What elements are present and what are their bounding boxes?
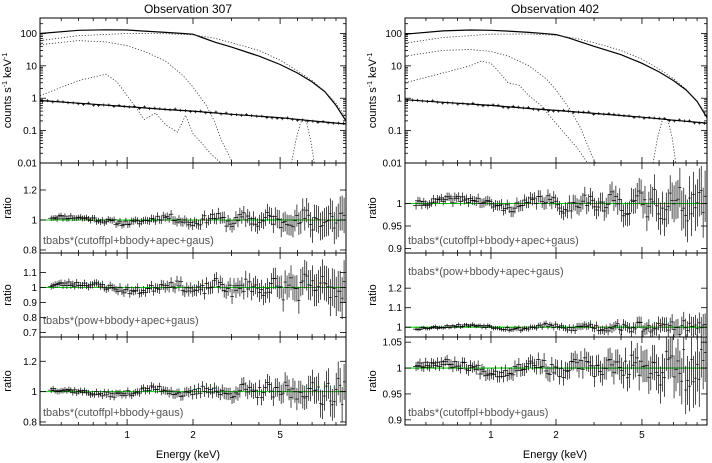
x-tick-label: 2 [553,430,559,441]
y-tick-label: 0.01 [18,159,38,170]
y-tick-label: 1 [31,94,37,105]
y-tick-label: 1 [31,283,37,294]
panel-frame [39,17,347,164]
data-layer [40,29,346,163]
y-tick-label: 1 [396,364,402,375]
y-axis-label: counts s-1 keV-1 [2,53,14,129]
x-tick-label: 2 [190,430,196,441]
ratio-panel: tbabs*(cutoffpl+bbody+gaus) ratio 0.9 0.95 1… [367,336,708,426]
model-label: tbabs*(cutoffpl+bbody+gaus) [408,407,548,419]
y-tick-label: 1.1 [23,268,37,279]
series-apec [40,73,222,163]
series-bbody [40,40,232,161]
data-layer [405,311,707,337]
x-axis-label: Energy (keV) [156,449,220,461]
y-tick-label: 1 [396,94,402,105]
y-axis-label: ratio [2,284,14,305]
model-label: tbabs*(cutoffpl+bbody+apec+gaus) [408,235,579,247]
series-total [40,29,346,122]
ratio-panel: tbabs*(cutoffpl+bbody+gaus) ratio 0.8 1 1.2 [2,336,347,428]
spectrum-panel: counts s-1 keV-1 0.01 0.1 1 10 100 [2,17,347,170]
y-tick-label: 0.1 [23,126,37,137]
data-layer [40,195,346,245]
model-label: tbabs*(cutoffpl+bbody+apec+gaus) [43,235,214,247]
y-tick-label: 0.95 [383,389,403,400]
y-axis-label: ratio [367,284,379,305]
model-label: tbabs*(pow+bbody+apec+gaus) [43,315,199,327]
y-tick-label: 10 [26,61,38,72]
y-tick-label: 0.7 [23,328,37,339]
ratio-panel: tbabs*(pow+bbody+apec+gaus) ratio 1 1.1 1.2 [367,252,708,338]
series-cutoffpl [405,33,707,116]
y-tick-label: 0.9 [388,415,402,426]
x-tick-label: 5 [639,430,645,441]
series-background [405,99,707,124]
series-apec [405,60,588,163]
data-layer [40,259,346,320]
data-layer [405,29,707,163]
chart-title: Observation 402 [511,2,599,16]
series-background [40,99,346,125]
series-total [405,29,707,119]
series-gaus [652,117,677,163]
y-axis-label: ratio [2,197,14,218]
panel-frame [404,17,708,164]
ratio-panel: tbabs*(cutoffpl+bbody+apec+gaus) ratio 0.9… [367,162,708,255]
y-tick-label: 1.2 [388,284,402,295]
series-gaus [291,118,315,163]
data-layer [405,337,707,415]
y-axis-label: ratio [2,370,14,391]
y-axis-label: ratio [367,197,379,218]
chart-observation-307: Observation 307 Energy (keV) counts s-1 … [2,2,347,461]
y-tick-label: 0.01 [383,159,403,170]
y-tick-label: 1.1 [388,303,402,314]
spectrum-panel: counts s-1 keV-1 0.01 0.1 1 10 100 [367,17,708,170]
y-tick-label: 1.2 [23,357,37,368]
y-axis-label: counts s-1 keV-1 [367,53,379,129]
data-layer [405,165,707,243]
x-tick-label: 5 [277,430,283,441]
y-tick-label: 0.9 [388,244,402,255]
series-cutoffpl [40,33,346,118]
x-tick-label: 1 [124,430,130,441]
y-tick-label: 100 [20,29,37,40]
y-tick-label: 1.2 [23,186,37,197]
chart-observation-402: Observation 402 Energy (keV) counts s-1 … [367,2,708,461]
y-tick-label: 1 [31,216,37,227]
y-tick-label: 1 [396,199,402,210]
y-tick-label: 0.9 [23,298,37,309]
y-tick-label: 10 [391,61,403,72]
y-axis-label: ratio [367,370,379,391]
y-tick-label: 0.8 [23,417,37,428]
chart-title: Observation 307 [144,2,232,16]
ratio-panel: tbabs*(pow+bbody+apec+gaus) ratio 0.7 0.8 0.… [2,252,347,339]
data-layer [40,361,346,423]
y-tick-label: 1 [31,387,37,398]
model-label: tbabs*(pow+bbody+apec+gaus) [408,266,564,278]
y-tick-label: 1.05 [383,338,403,349]
y-tick-label: 1 [396,323,402,334]
y-tick-label: 100 [385,29,402,40]
y-tick-label: 0.95 [383,222,403,233]
y-tick-label: 0.8 [23,246,37,257]
y-tick-label: 0.8 [23,313,37,324]
series-bbody [405,49,597,163]
x-tick-label: 1 [488,430,494,441]
x-axis-label: Energy (keV) [523,449,587,461]
model-label: tbabs*(cutoffpl+bbody+gaus) [43,407,183,419]
y-tick-label: 0.1 [388,126,402,137]
ratio-panel: tbabs*(cutoffpl+bbody+apec+gaus) ratio 0.8… [2,162,347,257]
